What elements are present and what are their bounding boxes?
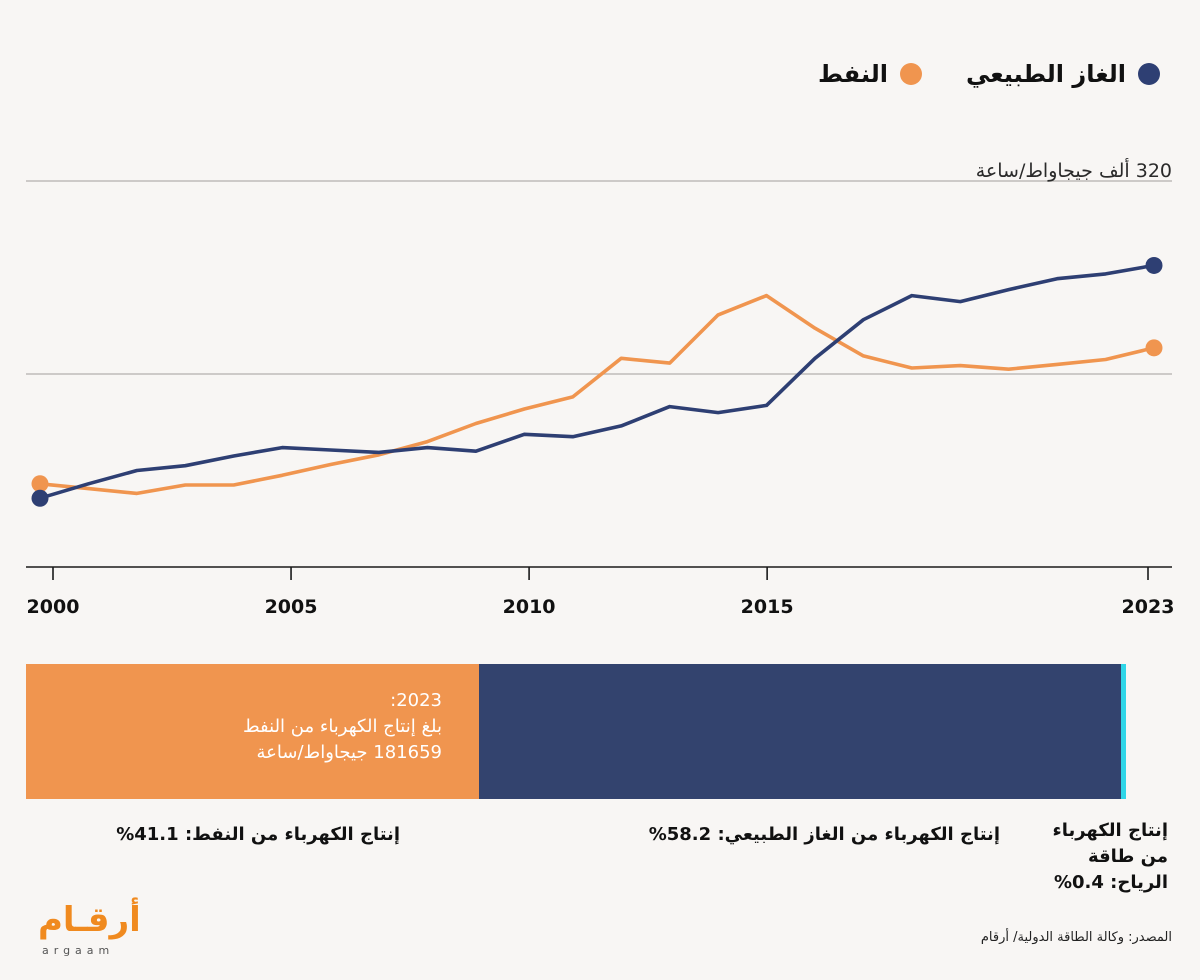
source-note: المصدر: وكالة الطاقة الدولية/ أرقام [980, 930, 1172, 945]
x-tick-label: 2010 [502, 596, 556, 618]
legend-item-oil: النفط [818, 60, 922, 88]
share-bar-gas [479, 664, 1121, 799]
wind-share-label: إنتاج الكهرباء من طاقة الرياح: 0.4% [1053, 818, 1168, 896]
series-endpoint-0 [1145, 339, 1163, 357]
oil-share-label: إنتاج الكهرباء من النفط: 41.1% [116, 824, 400, 845]
gas-legend-dot [1138, 63, 1160, 85]
x-tick-label: 2015 [740, 596, 794, 618]
share-bar-oil [26, 664, 480, 799]
oil-legend-dot [899, 63, 922, 85]
y-axis-unit-label: 320 ألف جيجاواط/ساعة [975, 160, 1172, 182]
series-endpoint-0 [31, 475, 49, 493]
series-line-1 [38, 263, 1156, 501]
x-tick-label: 2023 [1121, 596, 1175, 618]
logo-english: argaam [42, 944, 115, 957]
series-endpoint-1 [1145, 256, 1163, 274]
wind-label-line3: الرياح: 0.4% [1053, 872, 1168, 893]
share-bar-wind [1120, 664, 1126, 799]
note-text: بلغ إنتاج الكهرباء من النفط [242, 716, 442, 737]
wind-label-line1: إنتاج الكهرباء [1052, 820, 1168, 841]
oil-legend-label: النفط [817, 60, 888, 88]
note-year: 2023: [390, 690, 442, 711]
note-value: 181659 جيجاواط/ساعة [256, 742, 442, 763]
line-chart [26, 180, 1172, 580]
wind-label-line2: من طاقة [1087, 846, 1168, 867]
argaam-logo: أرقـام argaam [26, 900, 146, 960]
legend-item-gas: الغاز الطبيعي [966, 60, 1160, 88]
gas-share-label: إنتاج الكهرباء من الغاز الطبيعي: 58.2% [648, 824, 1000, 845]
oil-2023-note: 2023: بلغ إنتاج الكهرباء من النفط 181659… [200, 688, 442, 766]
x-tick-label: 2005 [264, 596, 318, 618]
legend: النفط الغاز الطبيعي [818, 60, 1160, 88]
series-endpoint-1 [31, 489, 49, 507]
series-line-0 [38, 293, 1156, 496]
x-tick-label: 2000 [26, 596, 80, 618]
gas-legend-label: الغاز الطبيعي [965, 60, 1126, 88]
logo-arabic: أرقـام [38, 900, 141, 940]
